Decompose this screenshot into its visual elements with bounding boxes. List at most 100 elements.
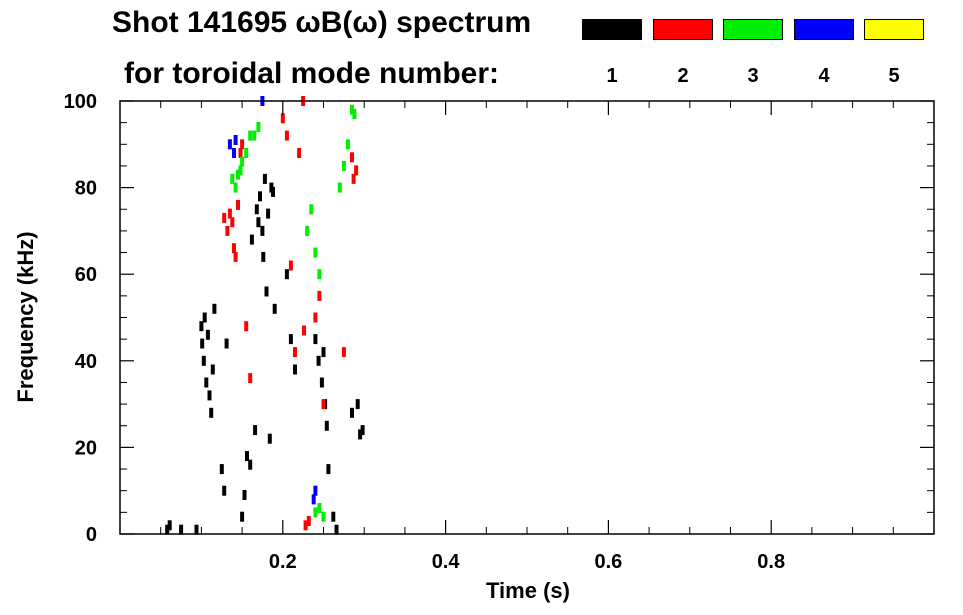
mode-3-point [244,148,249,158]
mode-3-point [350,104,354,115]
y-tick-label: 80 [75,178,97,200]
mode-2-point [240,139,245,150]
mode-3-point [309,204,314,215]
mode-3-point [321,511,326,522]
y-axis-title: Frequency (kHz) [13,231,38,402]
y-tick-label: 0 [86,524,97,546]
mode-1-point [355,399,360,410]
mode-3-point [345,139,350,150]
mode-1-point [194,524,199,535]
mode-1-point [256,217,261,228]
mode-2-point [248,373,253,384]
mode-1-point [240,511,245,522]
mode-2-point [232,243,236,254]
mode-1-point [254,204,259,215]
mode-2-point [236,199,240,210]
mode-1-point [167,520,172,531]
x-tick-label: 0.6 [594,551,622,573]
mode-1-point [319,377,324,388]
mode-1-point [313,334,318,345]
mode-3-point [236,169,240,180]
mode-2-point [233,251,238,262]
mode-1-point [358,429,363,440]
mode-4-point [313,485,318,496]
legend-swatch-mode-5 [864,19,924,40]
mode-2-point [280,113,285,124]
mode-4-point [233,135,238,145]
mode-2-point [302,325,306,336]
mode-3-point [248,130,253,141]
mode-2-point [313,312,318,323]
mode-1-point [207,390,212,401]
legend-label-mode-3: 3 [747,65,759,87]
mode-1-point [321,347,326,358]
mode-2-point [244,321,249,332]
mode-3-point [313,507,318,518]
legend-label-mode-1: 1 [606,65,618,87]
mode-3-point [352,109,357,119]
mode-3-point [256,122,261,132]
mode-2-point [354,165,359,176]
plot-frame [119,100,935,535]
legend-swatch-mode-2 [653,19,713,40]
mode-1-point [222,485,227,496]
chart-title: Shot 141695 ωB(ω) spectrum [112,6,532,39]
data-layer [165,96,365,535]
mode-3-point [317,503,322,513]
x-axis-title: Time (s) [486,578,570,603]
y-tick-label: 60 [75,264,97,286]
mode-1-point [316,355,321,366]
mode-1-point [202,312,207,323]
mode-1-point [261,251,266,262]
mode-1-point [210,364,215,375]
mode-1-point [201,355,206,366]
mode-3-point [240,156,245,167]
mode-1-point [284,269,289,280]
mode-4-point [227,139,232,150]
mode-1-point [205,329,210,340]
mode-1-point [258,191,262,202]
axis-layer: 0.2 0.4 0.6 0.8 0 20 40 60 80 100 [64,91,934,573]
mode-1-point [271,186,275,197]
mode-1-point [266,208,271,219]
mode-3-point [252,130,257,141]
mode-3-point [337,182,342,193]
y-tick-label: 20 [75,437,97,459]
mode-2-point [227,208,232,219]
mode-4-point [232,148,236,158]
mode-1-point [324,420,329,431]
legend-label-mode-5: 5 [888,65,900,87]
mode-1-point [209,407,214,418]
y-tick-label: 100 [64,91,97,113]
mode-2-point [288,260,293,271]
mode-1-point [267,433,272,444]
mode-2-point [238,148,243,158]
mode-2-point [341,347,346,358]
mode-1-point [204,377,209,388]
x-tick-label: 0.2 [269,551,297,573]
mode-1-point [350,407,354,418]
mode-3-point [230,173,235,184]
legend-swatch-mode-1 [582,19,642,40]
mode-3-point [238,165,243,176]
mode-1-point [249,234,254,245]
mode-1-point [360,425,365,436]
mode-2-point [303,520,308,531]
mode-1-point [212,303,217,314]
mode-1-point [248,459,253,470]
mode-2-point [306,516,311,526]
mode-1-point [288,334,293,345]
mode-1-point [326,464,331,475]
mode-1-point [334,524,339,535]
mode-1-point [219,464,224,475]
x-tick-label: 0.8 [757,551,785,573]
mode-1-point [262,173,267,184]
mode-2-point [222,212,227,223]
mode-3-point [305,225,310,236]
mode-2-point [317,290,322,301]
mode-1-point [264,286,269,297]
mode-4-point [311,494,316,505]
legend-label-mode-4: 4 [818,65,830,87]
mode-1-point [272,303,277,314]
mode-3-point [317,269,322,280]
